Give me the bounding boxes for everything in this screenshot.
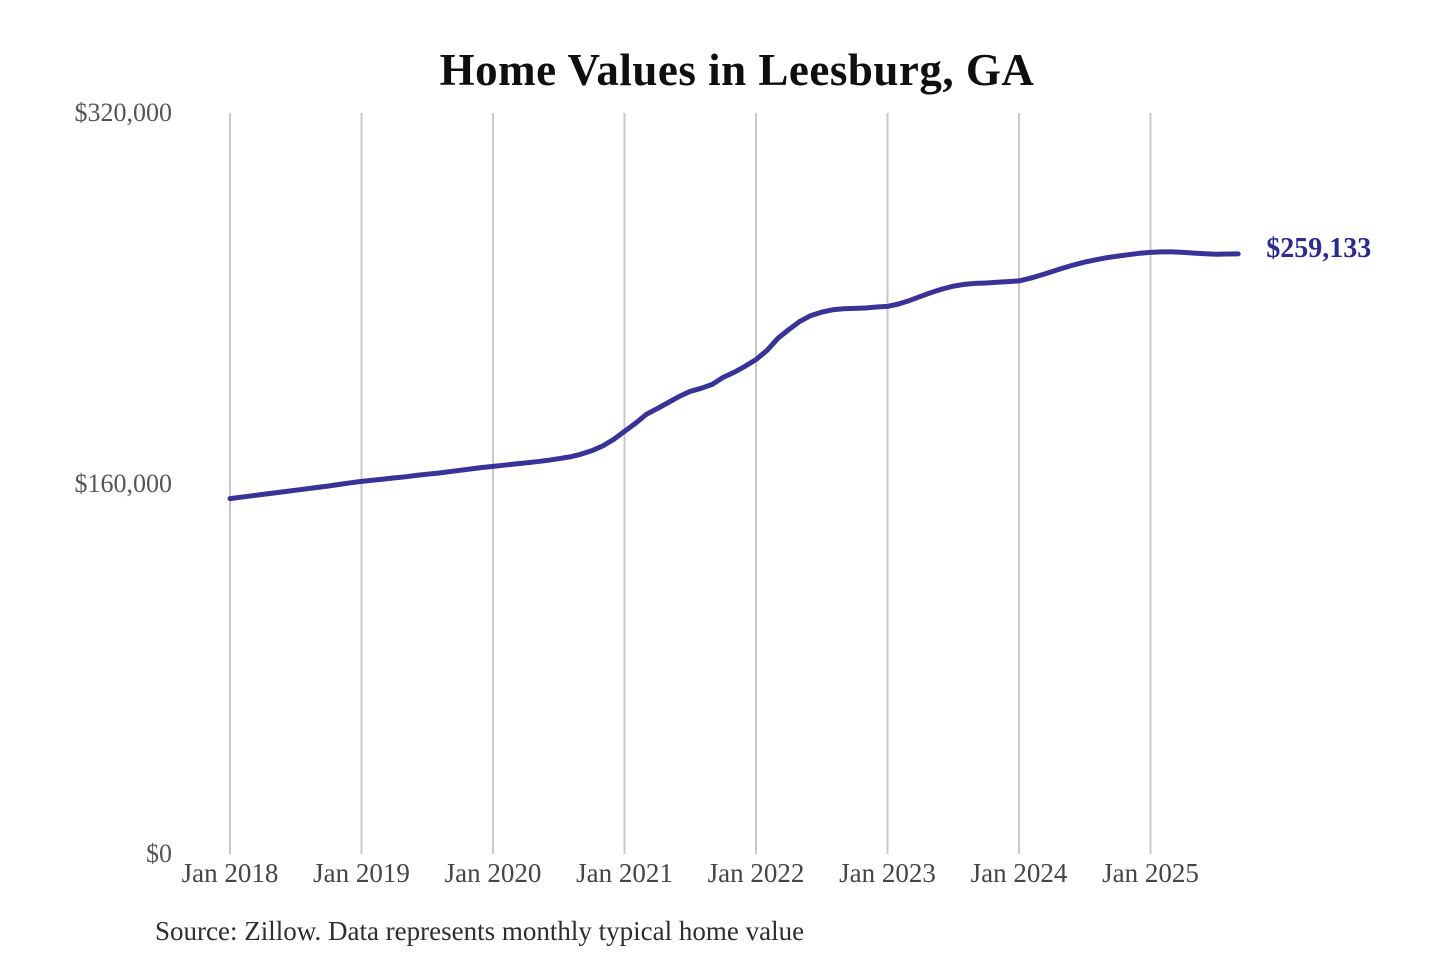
y-axis-label: $160,000 — [74, 468, 173, 498]
x-axis-label: Jan 2020 — [444, 858, 542, 888]
source-note: Source: Zillow. Data represents monthly … — [155, 916, 805, 946]
x-axis-label: Jan 2021 — [576, 858, 673, 888]
y-axis-label: $320,000 — [74, 98, 173, 127]
x-axis-label: Jan 2023 — [839, 858, 936, 888]
x-axis-label: Jan 2019 — [313, 858, 410, 888]
x-axis-label: Jan 2025 — [1102, 858, 1199, 888]
x-axis-label: Jan 2018 — [181, 858, 279, 888]
y-axis-label: $0 — [146, 839, 172, 868]
chart-title: Home Values in Leesburg, GA — [439, 45, 1035, 95]
x-axis-label: Jan 2022 — [707, 858, 805, 888]
x-axis-label: Jan 2024 — [970, 858, 1068, 888]
current-value-label: $259,133 — [1266, 232, 1372, 264]
home-value-line — [227, 249, 1241, 502]
